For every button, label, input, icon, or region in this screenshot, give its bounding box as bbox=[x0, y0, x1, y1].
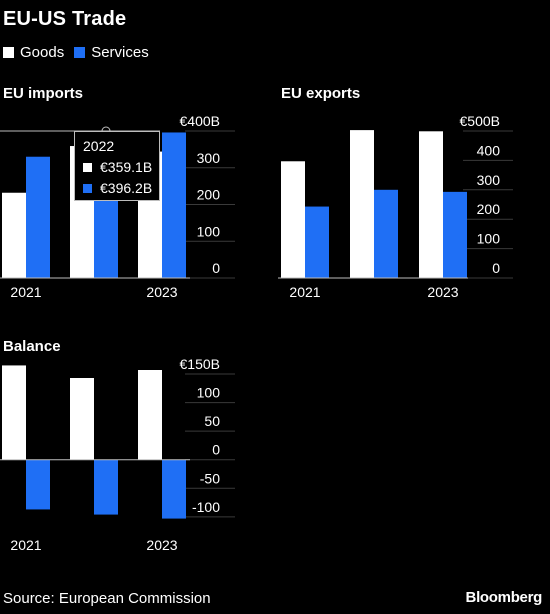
legend: Goods Services bbox=[3, 44, 159, 61]
imports-y-tick-label: 0 bbox=[212, 260, 220, 276]
balance-bar-goods-2023[interactable] bbox=[138, 370, 162, 460]
imports-bar-services-2023[interactable] bbox=[162, 132, 186, 278]
exports-y-tick-label: 0 bbox=[492, 260, 500, 276]
balance-y-tick-label: 0 bbox=[212, 442, 220, 458]
exports-bar-services-2021[interactable] bbox=[305, 206, 329, 278]
imports-chart-title: EU imports bbox=[3, 85, 84, 102]
balance-y-tick-label: -50 bbox=[200, 470, 220, 486]
imports-bar-services-2021[interactable] bbox=[26, 156, 50, 278]
exports-y-tick-label: €500B bbox=[460, 113, 500, 129]
exports-bar-goods-2022[interactable] bbox=[350, 130, 374, 278]
tooltip-row-services: €396.2B bbox=[83, 180, 159, 196]
legend-item-services[interactable]: Services bbox=[74, 44, 149, 61]
balance-y-tick-label: 50 bbox=[204, 413, 220, 429]
tooltip-value-services: €396.2B bbox=[100, 180, 153, 196]
exports-chart: 0 100 200 300 400 €500B 2021 2023 bbox=[278, 113, 513, 300]
legend-swatch-goods bbox=[3, 47, 14, 58]
exports-chart-title: EU exports bbox=[281, 85, 361, 102]
tooltip-swatch-goods bbox=[83, 162, 92, 172]
exports-y-tick-label: 200 bbox=[477, 201, 501, 217]
imports-x-tick-label: 2023 bbox=[146, 284, 177, 300]
chart-tooltip: 2022 €359.1B €396.2B bbox=[74, 131, 160, 201]
exports-y-tick-label: 400 bbox=[477, 142, 501, 158]
imports-y-tick-label: €400B bbox=[180, 113, 220, 129]
legend-label-goods: Goods bbox=[20, 44, 65, 61]
balance-bar-goods-2022[interactable] bbox=[70, 378, 94, 460]
balance-y-tick-label: -100 bbox=[192, 499, 220, 515]
tooltip-swatch-services bbox=[83, 183, 92, 193]
exports-bar-goods-2023[interactable] bbox=[419, 131, 443, 278]
exports-bar-services-2023[interactable] bbox=[443, 191, 467, 278]
imports-bar-goods-2021[interactable] bbox=[2, 192, 26, 278]
balance-y-tick-label: €150B bbox=[180, 358, 220, 372]
exports-bar-services-2022[interactable] bbox=[374, 189, 398, 278]
balance-x-tick-label: 2021 bbox=[10, 537, 41, 553]
balance-bar-services-2022[interactable] bbox=[94, 459, 118, 515]
legend-label-services: Services bbox=[91, 44, 149, 61]
imports-y-tick-label: 300 bbox=[197, 150, 221, 166]
exports-y-tick-label: 300 bbox=[477, 172, 501, 188]
balance-bar-goods-2021[interactable] bbox=[2, 365, 26, 460]
tooltip-year: 2022 bbox=[83, 138, 115, 154]
legend-item-goods[interactable]: Goods bbox=[3, 44, 64, 61]
source-note: Source: European Commission bbox=[3, 590, 211, 607]
imports-y-tick-label: 100 bbox=[197, 223, 221, 239]
balance-bar-services-2023[interactable] bbox=[162, 459, 186, 519]
exports-bar-goods-2021[interactable] bbox=[281, 161, 305, 278]
balance-y-tick-label: 100 bbox=[197, 385, 221, 401]
balance-chart-title: Balance bbox=[3, 338, 61, 355]
tooltip-value-goods: €359.1B bbox=[100, 159, 153, 175]
brand-logo: Bloomberg bbox=[465, 589, 543, 606]
exports-x-tick-label: 2023 bbox=[427, 284, 458, 300]
exports-x-tick-label: 2021 bbox=[289, 284, 320, 300]
imports-y-tick-label: 200 bbox=[197, 187, 221, 203]
balance-x-tick-label: 2023 bbox=[146, 537, 177, 553]
exports-y-tick-label: 100 bbox=[477, 231, 501, 247]
tooltip-row-goods: €359.1B bbox=[83, 159, 159, 175]
page-title: EU-US Trade bbox=[3, 8, 127, 30]
balance-chart: -100 -50 0 50 100 €150B 2021 2023 bbox=[0, 358, 235, 553]
legend-swatch-services bbox=[74, 47, 86, 58]
balance-bar-services-2021[interactable] bbox=[26, 459, 50, 510]
imports-x-tick-label: 2021 bbox=[10, 284, 41, 300]
